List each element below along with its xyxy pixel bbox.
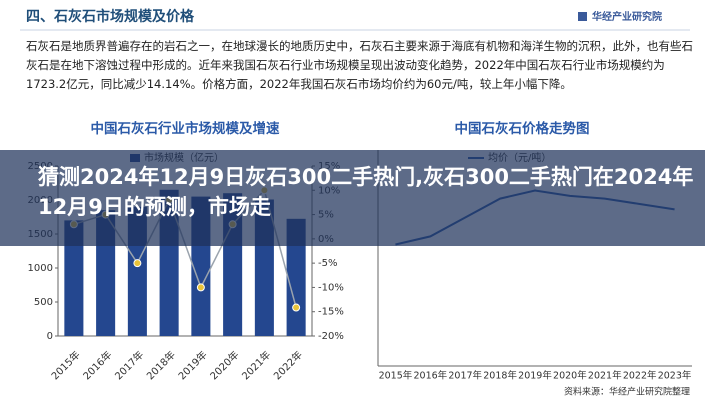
y2-tick-label: -10%: [318, 282, 344, 293]
x-tick-label: 2015年: [48, 348, 82, 382]
y2-tick-label: -5%: [318, 258, 337, 269]
growth-point: [292, 303, 301, 312]
x-tick-label: 2023年: [658, 370, 692, 382]
bar: [64, 220, 84, 336]
section-title: 四、石灰石市场规模及价格: [26, 8, 195, 25]
x-tick-label: 2018年: [483, 370, 517, 382]
x-tick-label: 2016年: [413, 370, 447, 382]
overlay-title: 猜测2024年12月9日灰石300二手热门,灰石300二手热门在2024年12月…: [38, 165, 694, 219]
y2-tick-label: -15%: [318, 307, 344, 318]
x-tick-label: 2020年: [207, 348, 241, 382]
logo-icon: [578, 12, 587, 21]
logo: 华经产业研究院: [592, 10, 662, 23]
growth-point: [196, 283, 205, 292]
source: 资料来源：华经产业研究院整理: [564, 386, 690, 398]
growth-point: [133, 259, 142, 268]
x-tick-label: 2022年: [271, 348, 305, 382]
x-tick-label: 2020年: [553, 370, 587, 382]
y-tick-label: 1000: [28, 263, 53, 274]
x-tick-label: 2017年: [448, 370, 482, 382]
overlay-banner: 猜测2024年12月9日灰石300二手热门,灰石300二手热门在2024年12月…: [0, 150, 705, 246]
x-tick-label: 2022年: [623, 370, 657, 382]
y-tick-label: 500: [34, 297, 53, 308]
x-tick-label: 2019年: [175, 348, 209, 382]
x-tick-label: 2017年: [112, 348, 146, 382]
x-tick-label: 2019年: [518, 370, 552, 382]
y-tick-label: 0: [47, 331, 53, 342]
chart-title: 中国石灰石行业市场规模及增速: [91, 120, 280, 137]
x-tick-label: 2021年: [588, 370, 622, 382]
chart-title: 中国石灰石价格走势图: [455, 120, 590, 137]
x-tick-label: 2018年: [144, 348, 178, 382]
x-tick-label: 2015年: [379, 370, 413, 382]
bar: [286, 218, 306, 336]
x-tick-label: 2021年: [239, 348, 273, 382]
y2-tick-label: -20%: [318, 331, 344, 342]
paragraph: 石灰石是地质界普遍存在的岩石之一，在地球漫长的地质历史中，石灰石主要来源于海底有…: [26, 39, 693, 91]
x-tick-label: 2016年: [80, 348, 114, 382]
